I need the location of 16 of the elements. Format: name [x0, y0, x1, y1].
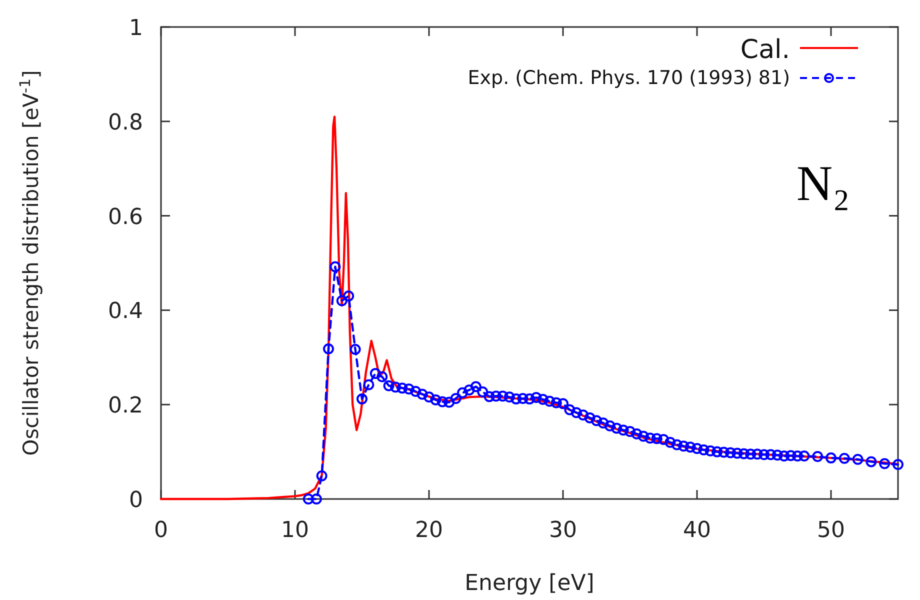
x-tick-label: 20 [415, 518, 443, 543]
x-tick-label: 50 [817, 518, 845, 543]
y-tick-label: 0.2 [108, 394, 143, 419]
y-tick-label: 1 [129, 16, 143, 41]
y-tick-label: 0.6 [108, 204, 143, 230]
x-tick-label: 40 [683, 518, 711, 543]
y-tick-label: 0.8 [108, 110, 143, 136]
legend-label: Cal. [740, 35, 790, 65]
annotation: N₂ [796, 155, 850, 211]
x-axis-title: Energy [eV] [464, 571, 594, 596]
y-tick-label: 0.4 [108, 299, 143, 324]
x-tick-label: 10 [281, 518, 309, 543]
y-tick-label: 0 [129, 488, 143, 513]
x-tick-label: 0 [154, 518, 168, 543]
legend-label: Exp. (Chem. Phys. 170 (1993) 81) [468, 67, 790, 89]
x-tick-label: 30 [549, 518, 577, 543]
